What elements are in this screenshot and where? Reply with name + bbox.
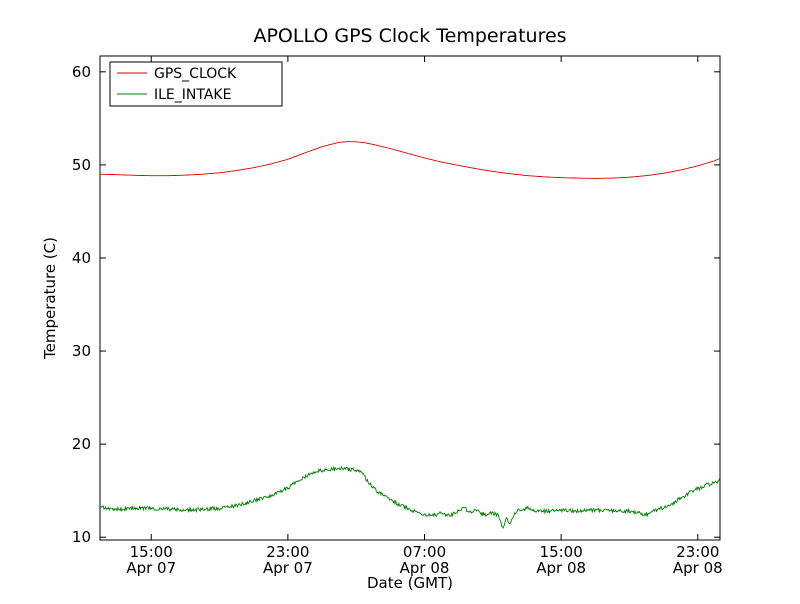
plot-frame	[99, 55, 721, 541]
x-tick-label-date: Apr 07	[263, 559, 313, 577]
y-tick-label: 60	[72, 63, 91, 81]
x-tick-label-time: 23:00	[266, 543, 309, 561]
y-tick-label: 30	[72, 342, 91, 360]
y-tick-label: 50	[72, 156, 91, 174]
legend-label-ile-intake: ILE_INTAKE	[154, 87, 231, 103]
x-tick-label-time: 15:00	[130, 543, 173, 561]
x-tick-label-date: Apr 08	[673, 559, 723, 577]
x-axis-label: Date (GMT)	[367, 574, 453, 592]
x-tick-label-date: Apr 08	[400, 559, 450, 577]
y-axis-label: Temperature (C)	[41, 237, 59, 360]
series-line-ile_intake	[100, 465, 720, 530]
x-tick-label-date: Apr 07	[126, 559, 176, 577]
x-tick-label-time: 15:00	[540, 543, 583, 561]
series-line-gps_clock	[100, 141, 720, 179]
legend-label-gps-clock: GPS_CLOCK	[154, 66, 237, 82]
legend: GPS_CLOCK ILE_INTAKE	[109, 61, 283, 107]
y-tick-label: 40	[72, 249, 91, 267]
legend-box	[109, 61, 283, 107]
y-tick-label: 20	[72, 435, 91, 453]
x-tick-label-date: Apr 08	[536, 559, 586, 577]
chart-title: APOLLO GPS Clock Temperatures	[253, 25, 566, 47]
y-tick-label: 10	[72, 528, 91, 546]
x-tick-label-time: 23:00	[676, 543, 719, 561]
x-tick-label-time: 07:00	[403, 543, 446, 561]
